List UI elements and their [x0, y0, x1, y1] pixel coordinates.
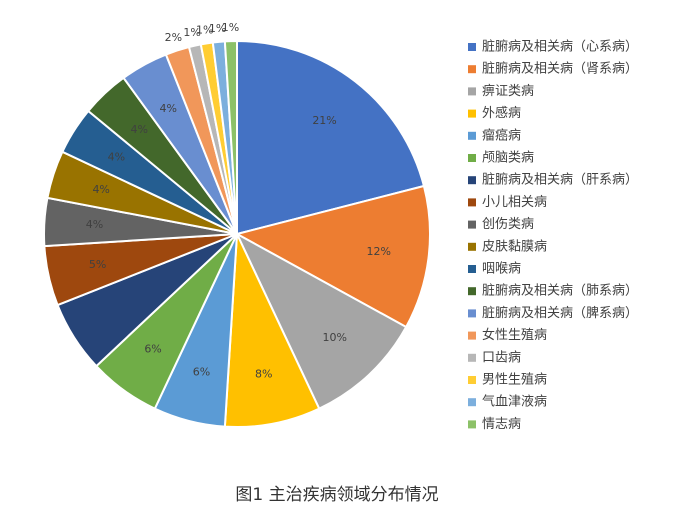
legend-swatch	[468, 176, 476, 185]
pie-slice	[234, 184, 431, 329]
legend-swatch	[468, 376, 476, 384]
legend-label: 颅脑类病	[482, 151, 534, 166]
legend-label: 口齿病	[482, 350, 521, 365]
legend-label: 脏腑病及相关病（肺系病）	[482, 283, 638, 299]
slice-data-label: 4%	[92, 183, 109, 196]
legend-swatch	[468, 43, 476, 51]
legend-swatch	[468, 265, 476, 273]
legend-swatch	[468, 242, 476, 251]
slice-data-label: 5%	[89, 258, 106, 271]
figure-caption: 图1 主治疾病领域分布情况	[235, 485, 439, 505]
pie-slice	[223, 39, 238, 235]
legend-swatch	[468, 420, 476, 429]
slice-data-label: 8%	[255, 367, 272, 380]
legend-swatch	[468, 398, 476, 407]
legend-label: 脏腑病及相关病（脾系病）	[482, 305, 638, 321]
legend-label: 创伤类病	[482, 217, 534, 232]
slice-data-label: 4%	[108, 150, 125, 163]
slice-data-label: 10%	[323, 331, 347, 344]
legend-label: 瘤癌病	[482, 127, 521, 143]
legend-label: 女性生殖病	[482, 327, 547, 343]
slice-data-label: 1%	[183, 26, 200, 39]
legend-swatch	[468, 287, 476, 296]
legend-label: 情志病	[482, 417, 521, 432]
legend-label: 皮肤黏膜病	[482, 238, 547, 254]
slice-data-label: 1%	[196, 24, 213, 37]
legend-label: 气血津液病	[482, 394, 547, 410]
slice-data-label: 21%	[312, 114, 336, 127]
legend-label: 脏腑病及相关病（心系病）	[482, 39, 638, 55]
legend-swatch	[468, 353, 476, 362]
legend-swatch	[468, 309, 476, 318]
legend-label: 外感病	[482, 105, 521, 121]
legend-swatch	[468, 109, 476, 118]
legend-swatch	[468, 198, 476, 207]
slice-data-label: 6%	[193, 365, 210, 378]
legend-label: 痹证类病	[482, 83, 534, 99]
pie-slice	[234, 231, 408, 410]
pie-slice	[223, 233, 321, 428]
legend-label: 脏腑病及相关病（肾系病）	[482, 61, 638, 77]
slice-data-label: 1%	[222, 21, 239, 34]
legend-label: 咽喉病	[482, 262, 521, 277]
legend-swatch	[468, 65, 476, 74]
slice-data-label: 4%	[86, 218, 103, 231]
legend-label: 脏腑病及相关病（肝系病）	[482, 172, 638, 188]
legend-swatch	[468, 220, 476, 229]
pie-slice	[236, 39, 426, 236]
legend-label: 小儿相关病	[482, 195, 547, 210]
slice-data-label: 2%	[165, 31, 182, 44]
slice-data-label: 6%	[144, 343, 161, 356]
legend-swatch	[468, 154, 476, 162]
legend-swatch	[468, 331, 476, 340]
slice-data-label: 1%	[209, 22, 226, 35]
legend-swatch	[468, 131, 476, 140]
slice-data-label: 4%	[159, 102, 176, 115]
slice-data-label: 12%	[366, 245, 390, 258]
slice-data-label: 4%	[131, 123, 148, 136]
legend-swatch	[468, 87, 476, 96]
legend-label: 男性生殖病	[482, 372, 547, 388]
